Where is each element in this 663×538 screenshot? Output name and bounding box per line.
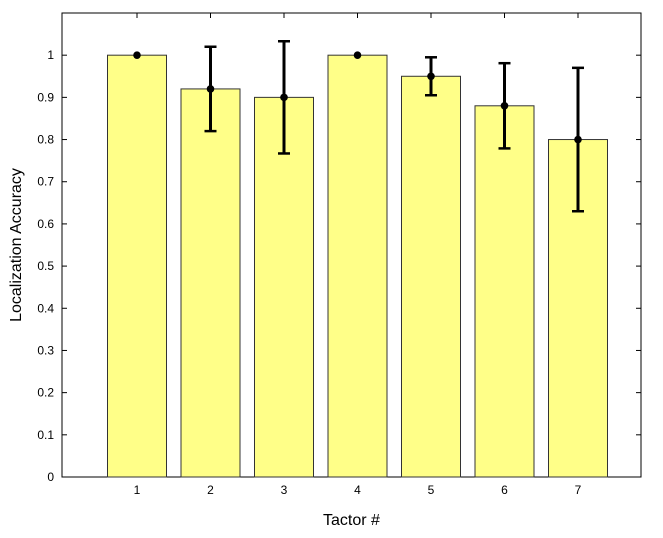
y-tick-label: 0.4 [37, 301, 54, 315]
bar-1 [107, 54, 167, 478]
y-tick-label: 0 [47, 470, 54, 484]
y-tick-label: 0.3 [37, 343, 54, 357]
mean-marker-6 [500, 102, 509, 110]
y-axis: 0 0.1 0.2 0.3 0.4 0.5 0.6 0.7 0.8 0.9 1 [37, 48, 641, 484]
bar-6 [474, 105, 535, 478]
mean-marker-1 [133, 51, 141, 59]
y-axis-label: Localization Accuracy [8, 168, 25, 322]
x-tick-label: 5 [428, 483, 435, 497]
x-axis-label: Tactor # [323, 512, 380, 529]
y-tick-label: 0.1 [37, 428, 54, 442]
x-tick-label: 2 [207, 483, 214, 497]
bar-4 [327, 54, 388, 478]
y-tick-label: 0.2 [37, 386, 54, 400]
y-tick-label: 0.5 [37, 259, 54, 273]
x-tick-label: 1 [134, 483, 141, 497]
y-tick-label: 1 [47, 48, 54, 62]
x-tick-label: 4 [354, 483, 361, 497]
y-tick-label: 0.6 [37, 217, 54, 231]
mean-marker-5 [427, 72, 435, 81]
bar-5 [401, 75, 461, 478]
error-bars [133, 40, 584, 213]
x-tick-label: 6 [501, 483, 508, 497]
y-tick-label: 0.9 [37, 90, 54, 104]
bar-3 [254, 96, 314, 478]
x-tick-label: 7 [575, 483, 582, 497]
mean-marker-4 [353, 51, 362, 59]
y-tick-label: 0.8 [37, 133, 54, 147]
mean-marker-3 [280, 93, 288, 102]
x-tick-label: 3 [281, 483, 288, 497]
mean-marker-7 [574, 135, 582, 144]
y-tick-label: 0.7 [37, 175, 54, 189]
bar-series [107, 54, 608, 478]
mean-marker-2 [206, 85, 215, 93]
bar-2 [180, 88, 241, 478]
